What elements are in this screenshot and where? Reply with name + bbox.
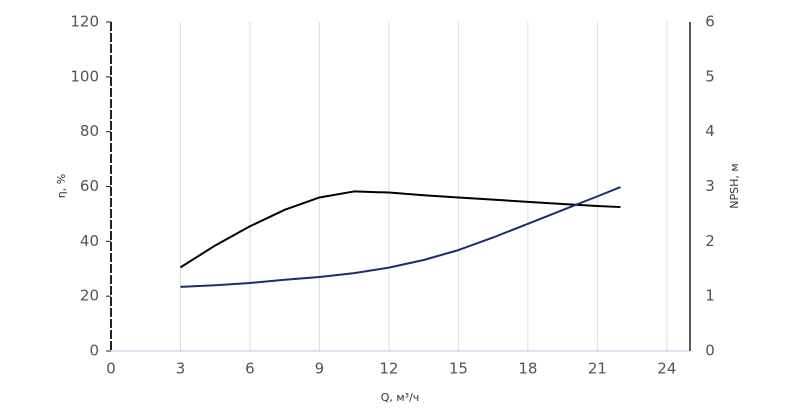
y-axis-title: η, % [55, 174, 68, 198]
y-tick-label: 60 [80, 177, 99, 195]
x-tick-label: 6 [245, 360, 255, 378]
x-tick-label: 9 [315, 360, 325, 378]
y2-tick-label: 0 [705, 342, 715, 360]
y2-tick-label: 6 [705, 13, 715, 31]
y2-tick-label: 2 [705, 232, 715, 250]
y2-axis-title: NPSH, м [728, 163, 741, 208]
x-tick-label: 15 [449, 360, 468, 378]
x-tick-label: 24 [657, 360, 676, 378]
y2-tick-label: 1 [705, 287, 715, 305]
y-tick-label: 120 [70, 13, 99, 31]
series-line [180, 186, 621, 288]
x-tick-label: 18 [518, 360, 537, 378]
y-tick-label: 100 [70, 67, 99, 85]
x-tick-label: 12 [379, 360, 398, 378]
y-tick-label: 20 [80, 287, 99, 305]
y-tick-label: 40 [80, 232, 99, 250]
y2-tick-label: 4 [705, 122, 715, 140]
y2-tick-label: 3 [705, 177, 715, 195]
y-tick-label: 0 [89, 342, 99, 360]
y-tick-label: 80 [80, 122, 99, 140]
x-tick-label: 21 [588, 360, 607, 378]
y2-tick-label: 5 [705, 67, 715, 85]
x-tick-label: 3 [176, 360, 186, 378]
x-tick-label: 0 [106, 360, 116, 378]
x-axis-title: Q, м³/ч [381, 391, 420, 404]
series-line [179, 190, 621, 269]
